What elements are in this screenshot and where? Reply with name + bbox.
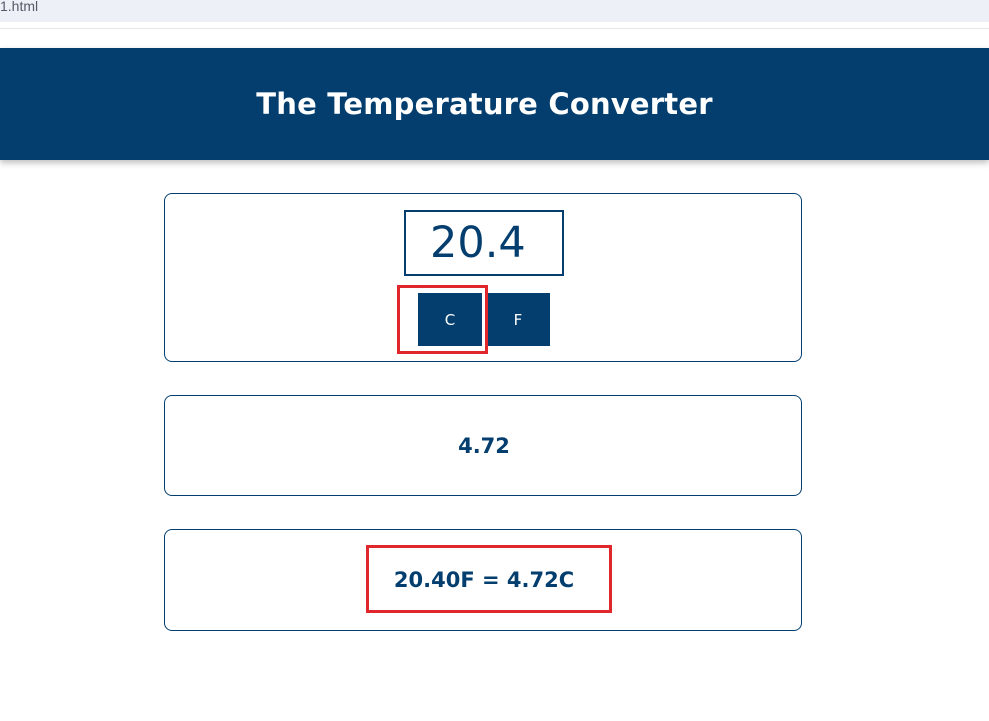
browser-address-bar: 1.html <box>0 0 989 22</box>
celsius-button[interactable]: C <box>418 293 482 346</box>
temperature-input[interactable] <box>404 210 564 276</box>
file-name: 1.html <box>0 0 39 14</box>
fahrenheit-button[interactable]: F <box>486 293 550 346</box>
summary-card: 20.40F = 4.72C <box>164 529 802 631</box>
app-header: The Temperature Converter <box>0 48 989 160</box>
converter-card: C F <box>164 193 802 362</box>
conversion-summary: 20.40F = 4.72C <box>393 568 575 592</box>
page-title: The Temperature Converter <box>256 87 713 121</box>
top-divider <box>0 28 989 29</box>
result-value: 4.72 <box>458 434 510 458</box>
result-card: 4.72 <box>164 395 802 496</box>
